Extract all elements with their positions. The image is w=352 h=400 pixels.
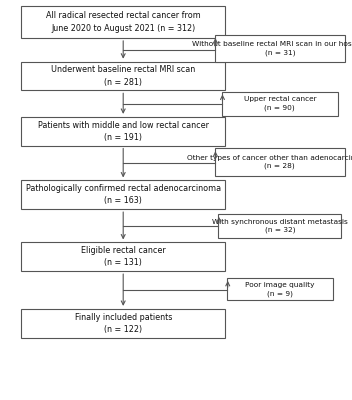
FancyBboxPatch shape xyxy=(215,35,345,62)
FancyBboxPatch shape xyxy=(222,92,338,116)
Text: Eligible rectal cancer
(n = 131): Eligible rectal cancer (n = 131) xyxy=(81,246,165,267)
FancyBboxPatch shape xyxy=(21,309,225,338)
Text: Without baseline rectal MRI scan in our hospital
(n = 31): Without baseline rectal MRI scan in our … xyxy=(192,42,352,56)
FancyBboxPatch shape xyxy=(218,214,341,238)
FancyBboxPatch shape xyxy=(21,62,225,90)
FancyBboxPatch shape xyxy=(21,6,225,38)
Text: Underwent baseline rectal MRI scan
(n = 281): Underwent baseline rectal MRI scan (n = … xyxy=(51,66,195,86)
FancyBboxPatch shape xyxy=(21,242,225,271)
Text: Poor image quality
(n = 9): Poor image quality (n = 9) xyxy=(245,282,315,296)
Text: Pathologically confirmed rectal adenocarcinoma
(n = 163): Pathologically confirmed rectal adenocar… xyxy=(26,184,221,205)
FancyBboxPatch shape xyxy=(215,148,345,176)
Text: With synchronous distant metastasis
(n = 32): With synchronous distant metastasis (n =… xyxy=(212,219,348,233)
FancyBboxPatch shape xyxy=(21,117,225,146)
Text: All radical resected rectal cancer from
June 2020 to August 2021 (n = 312): All radical resected rectal cancer from … xyxy=(46,12,201,32)
Text: Other types of cancer other than adenocarcinoma
(n = 28): Other types of cancer other than adenoca… xyxy=(188,155,352,169)
Text: Patients with middle and low rectal cancer
(n = 191): Patients with middle and low rectal canc… xyxy=(38,121,209,142)
Text: Upper rectal cancer
(n = 90): Upper rectal cancer (n = 90) xyxy=(244,96,316,111)
FancyBboxPatch shape xyxy=(21,180,225,209)
Text: Finally included patients
(n = 122): Finally included patients (n = 122) xyxy=(75,313,172,334)
FancyBboxPatch shape xyxy=(227,278,333,300)
